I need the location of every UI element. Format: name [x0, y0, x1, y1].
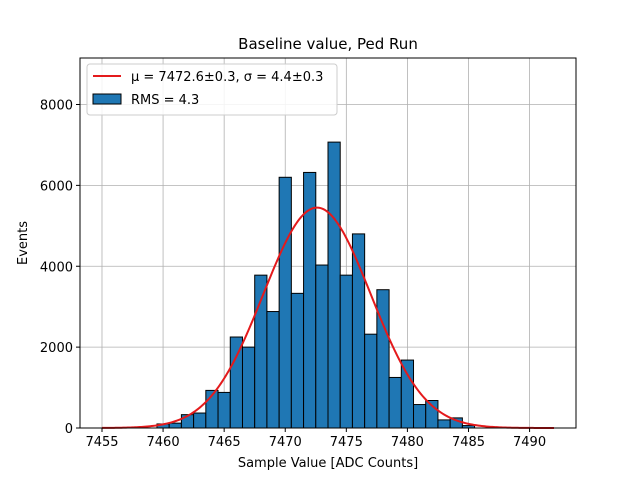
x-tick-label: 7480 — [391, 435, 424, 450]
histogram-bar — [168, 422, 182, 429]
legend-fit-label: μ = 7472.6±0.3, σ = 4.4±0.3 — [131, 70, 323, 85]
histogram-bar — [315, 264, 329, 429]
x-tick-label: 7460 — [147, 435, 180, 450]
x-tick-label: 7485 — [452, 435, 485, 450]
gaussian-fit-line — [101, 206, 555, 429]
x-axis-label: Sample Value [ADC Counts] — [238, 456, 418, 471]
histogram-bar — [400, 359, 415, 429]
histogram-bar — [278, 176, 292, 429]
histogram-bar — [339, 274, 353, 429]
histogram-bar — [437, 419, 451, 429]
legend-box — [86, 63, 338, 116]
y-axis-label: Events — [16, 221, 31, 265]
x-axis-ticks: 7455 7460 7465 7470 7475 7480 7485 7490 — [85, 428, 546, 450]
legend-histogram-swatch — [92, 93, 122, 105]
legend: μ = 7472.6±0.3, σ = 4.4±0.3 RMS = 4.3 — [86, 63, 338, 116]
y-tick-label: 0 — [65, 422, 73, 437]
x-tick-label: 7475 — [330, 435, 363, 450]
histogram-bar — [266, 311, 280, 429]
histogram-bar — [290, 292, 305, 429]
histogram-bar — [327, 141, 341, 429]
y-axis-ticks: 0 2000 4000 6000 8000 — [40, 99, 80, 437]
y-tick-label: 8000 — [40, 99, 73, 114]
plot-frame — [79, 57, 577, 429]
chart-title: Baseline value, Ped Run — [238, 35, 418, 53]
x-tick-label: 7490 — [513, 435, 546, 450]
histogram-bar — [413, 404, 427, 429]
y-tick-label: 4000 — [40, 260, 73, 275]
histogram-bar — [388, 376, 402, 429]
x-tick-label: 7470 — [269, 435, 302, 450]
y-tick-label: 2000 — [40, 341, 73, 356]
legend-histogram-label: RMS = 4.3 — [131, 93, 199, 108]
histogram-bar — [364, 333, 378, 429]
histogram-bar — [193, 412, 207, 429]
histogram-bar — [376, 289, 390, 429]
x-tick-label: 7455 — [85, 435, 118, 450]
x-tick-label: 7465 — [208, 435, 241, 450]
histogram-bar — [217, 391, 231, 429]
histogram-bar — [229, 336, 243, 429]
histogram-bar — [241, 346, 256, 429]
y-tick-label: 6000 — [40, 179, 73, 194]
histogram-bars — [156, 141, 476, 429]
